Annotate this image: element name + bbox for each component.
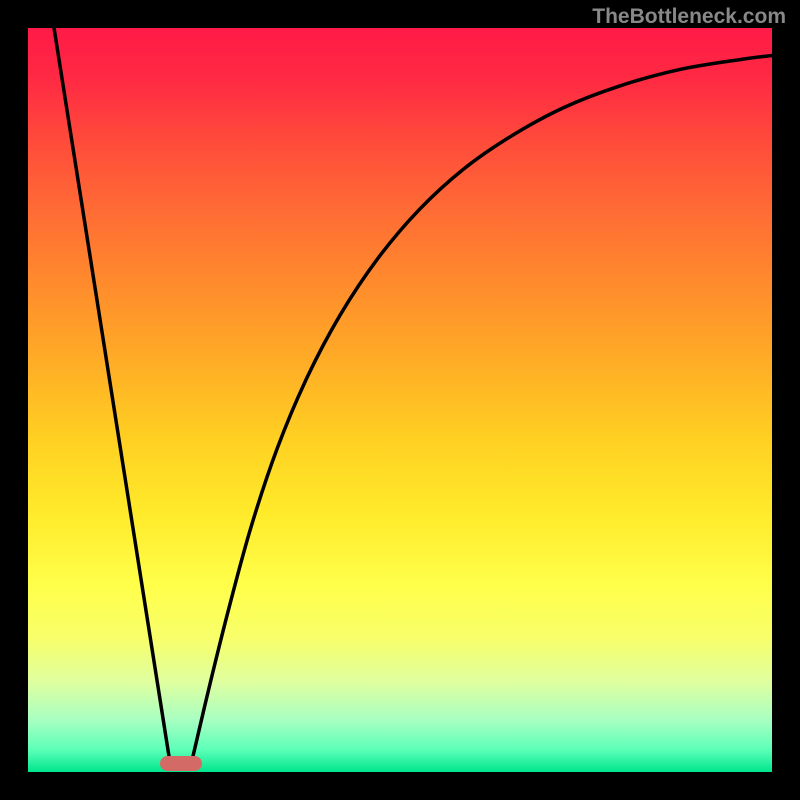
curve-overlay	[28, 28, 772, 772]
curve-left-descending	[54, 28, 169, 759]
watermark-text: TheBottleneck.com	[592, 5, 786, 29]
plot-area	[28, 28, 772, 772]
chart-container: TheBottleneck.com	[0, 0, 800, 800]
bottleneck-marker	[160, 756, 202, 770]
curve-right-ascending	[192, 56, 772, 759]
